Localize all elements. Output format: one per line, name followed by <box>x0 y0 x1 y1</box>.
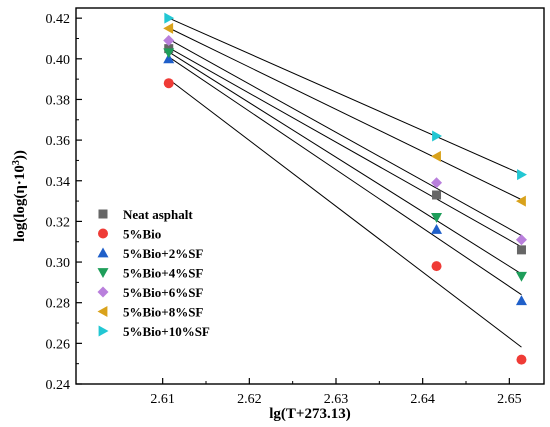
x-tick-label: 2.63 <box>324 392 349 407</box>
legend-marker <box>97 286 109 298</box>
legend-marker <box>98 209 108 219</box>
legend-item: 5%Bio+4%SF <box>97 266 203 281</box>
data-point <box>163 22 174 34</box>
legend-item: 5%Bio+10%SF <box>98 324 210 339</box>
data-point <box>432 130 443 142</box>
x-tick-label: 2.64 <box>410 392 435 407</box>
data-point <box>515 195 526 207</box>
markers <box>163 12 527 365</box>
plot-border <box>75 7 545 385</box>
legend-item: 5%Bio+2%SF <box>97 246 203 261</box>
data-point <box>163 78 174 89</box>
data-point <box>163 48 175 59</box>
y-tick-label: 0.26 <box>46 337 71 352</box>
fit-line <box>168 51 522 275</box>
data-point <box>431 177 443 189</box>
y-axis-title-close: )) <box>12 150 28 160</box>
fit-line <box>168 47 522 248</box>
legend-marker <box>98 228 108 239</box>
legend-label: 5%Bio+10%SF <box>123 324 210 339</box>
x-axis: 2.61 2.62 2.63 2.64 2.65 <box>150 378 522 407</box>
legend-label: Neat asphalt <box>123 207 193 222</box>
data-point <box>431 261 442 272</box>
legend-item: 5%Bio <box>98 227 161 242</box>
legend-label: 5%Bio+4%SF <box>123 266 203 281</box>
data-point <box>515 234 527 246</box>
legend: Neat asphalt 5%Bio 5%Bio+2%SF 5%Bio+4%SF 5%B… <box>97 207 210 339</box>
y-tick-label: 0.30 <box>46 256 71 271</box>
data-point <box>516 245 526 255</box>
data-point <box>164 12 175 24</box>
data-point <box>163 53 175 64</box>
y-axis: 0.24 0.26 0.28 0.30 0.32 0.34 0.36 0.38 0.40 0.42 <box>46 12 82 393</box>
data-point <box>515 271 527 282</box>
y-tick-label: 0.24 <box>46 378 71 393</box>
legend-marker <box>97 268 109 278</box>
legend-marker <box>97 247 109 258</box>
y-axis-title-superscript: 3 <box>11 160 22 165</box>
data-point <box>515 295 527 306</box>
fit-line <box>168 17 522 175</box>
fit-lines <box>168 17 522 348</box>
legend-label: 5%Bio <box>123 227 161 242</box>
data-point <box>516 354 527 365</box>
legend-item: 5%Bio+8%SF <box>97 305 203 320</box>
data-point <box>431 150 441 162</box>
y-tick-label: 0.40 <box>46 53 71 68</box>
legend-label: 5%Bio+6%SF <box>123 285 203 300</box>
legend-marker <box>98 325 109 337</box>
fit-line <box>168 78 522 348</box>
legend-label: 5%Bio+2%SF <box>123 246 203 261</box>
y-tick-label: 0.32 <box>46 215 71 230</box>
legend-marker <box>97 306 108 317</box>
y-tick-label: 0.34 <box>46 175 71 190</box>
legend-item: Neat asphalt <box>98 207 193 222</box>
data-point <box>431 224 443 234</box>
y-tick-label: 0.38 <box>46 93 71 108</box>
legend-item: 5%Bio+6%SF <box>97 285 203 300</box>
y-tick-label: 0.28 <box>46 297 71 312</box>
fit-line <box>168 56 522 296</box>
x-axis-title: lg(T+273.13) <box>269 406 350 422</box>
legend-label: 5%Bio+8%SF <box>123 305 203 320</box>
data-point <box>517 169 527 181</box>
data-point <box>432 190 442 200</box>
fit-line <box>168 38 522 236</box>
y-tick-label: 0.36 <box>46 134 71 149</box>
data-point <box>431 212 443 223</box>
x-tick-label: 2.65 <box>497 392 522 407</box>
plot-frame <box>75 7 545 385</box>
data-point <box>163 35 175 47</box>
fit-line <box>168 27 522 201</box>
x-tick-label: 2.61 <box>150 392 175 407</box>
y-axis-title: log(log(η·103)) <box>11 150 28 242</box>
x-tick-label: 2.62 <box>237 392 262 407</box>
y-tick-label: 0.42 <box>46 12 71 27</box>
y-axis-title-main: log(log(η·10 <box>12 165 28 242</box>
